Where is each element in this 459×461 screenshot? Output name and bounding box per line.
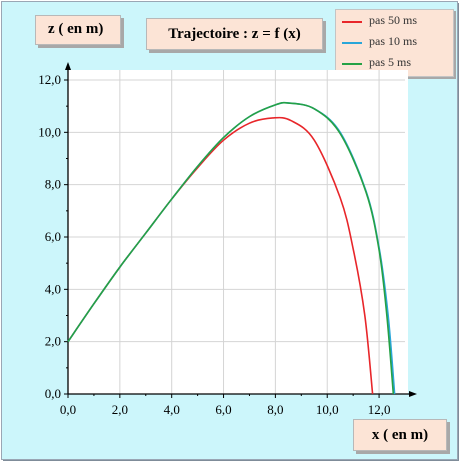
x-axis-title: x ( en m): [353, 419, 447, 451]
y-tick-label: 12,0: [38, 72, 61, 87]
y-tick-label: 2,0: [45, 334, 61, 349]
plot-background: [68, 70, 408, 394]
x-tick-label: 2,0: [112, 402, 128, 417]
x-tick-label: 0,0: [60, 402, 76, 417]
y-tick-label: 4,0: [45, 281, 61, 296]
legend-label-pas-5-ms: pas 5 ms: [369, 55, 411, 69]
chart-title: Trajectoire : z = f (x): [146, 18, 323, 50]
x-tick-label: 12,0: [368, 402, 391, 417]
x-tick-label: 4,0: [164, 402, 180, 417]
x-tick-label: 6,0: [215, 402, 231, 417]
legend-swatch-pas-5-ms: [342, 63, 362, 65]
y-tick-label: 10,0: [38, 124, 61, 139]
y-tick-label: 0,0: [45, 386, 61, 401]
legend-label-pas-50-ms: pas 50 ms: [369, 13, 417, 27]
legend-swatch-pas-50-ms: [342, 21, 362, 23]
series-line-pas-5-ms: [67, 101, 395, 395]
x-tick-label: 8,0: [267, 402, 283, 417]
y-axis-title: z ( en m): [35, 15, 121, 45]
y-tick-label: 8,0: [45, 177, 61, 192]
x-tick-label: 10,0: [316, 402, 339, 417]
x-axis-arrow: [409, 391, 417, 397]
legend-swatch-pas-10-ms: [342, 42, 362, 44]
legend-label-pas-10-ms: pas 10 ms: [369, 34, 417, 48]
y-axis-arrow: [65, 62, 71, 70]
y-tick-label: 6,0: [45, 229, 61, 244]
